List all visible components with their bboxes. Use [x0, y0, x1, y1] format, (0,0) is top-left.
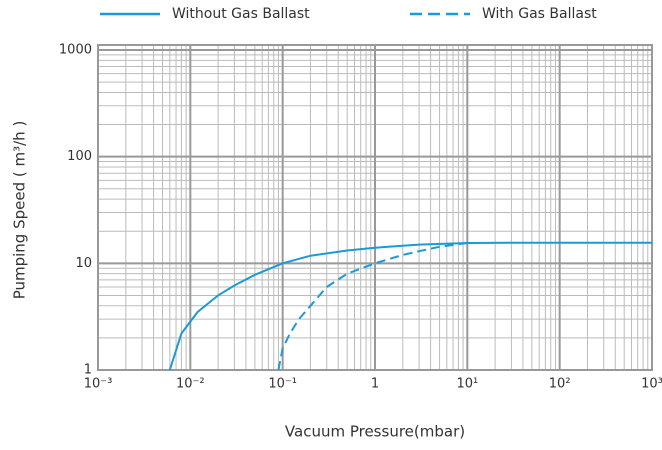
- x-tick-label: 10³: [641, 377, 662, 392]
- y-tick-label: 1: [84, 363, 92, 378]
- x-axis-label: Vacuum Pressure(mbar): [285, 423, 465, 441]
- series-line: [277, 242, 468, 371]
- y-tick-label: 10: [75, 256, 92, 271]
- x-tick-label: 1: [371, 377, 379, 392]
- x-tick-label: 10⁻¹: [268, 377, 297, 392]
- x-tick-label: 10¹: [456, 377, 478, 392]
- y-tick-label: 1000: [59, 43, 92, 58]
- series-line: [168, 241, 652, 371]
- x-tick-label: 10⁻²: [176, 377, 205, 392]
- x-tick-label: 10⁻³: [84, 377, 113, 392]
- plot-frame: [97, 44, 653, 371]
- y-tick-label: 100: [67, 149, 92, 164]
- legend-label: Without Gas Ballast: [172, 6, 310, 22]
- legend-label: With Gas Ballast: [482, 6, 597, 22]
- y-axis-label: Pumping Speed ( m³/h ): [11, 121, 29, 300]
- x-tick-label: 10²: [549, 377, 571, 392]
